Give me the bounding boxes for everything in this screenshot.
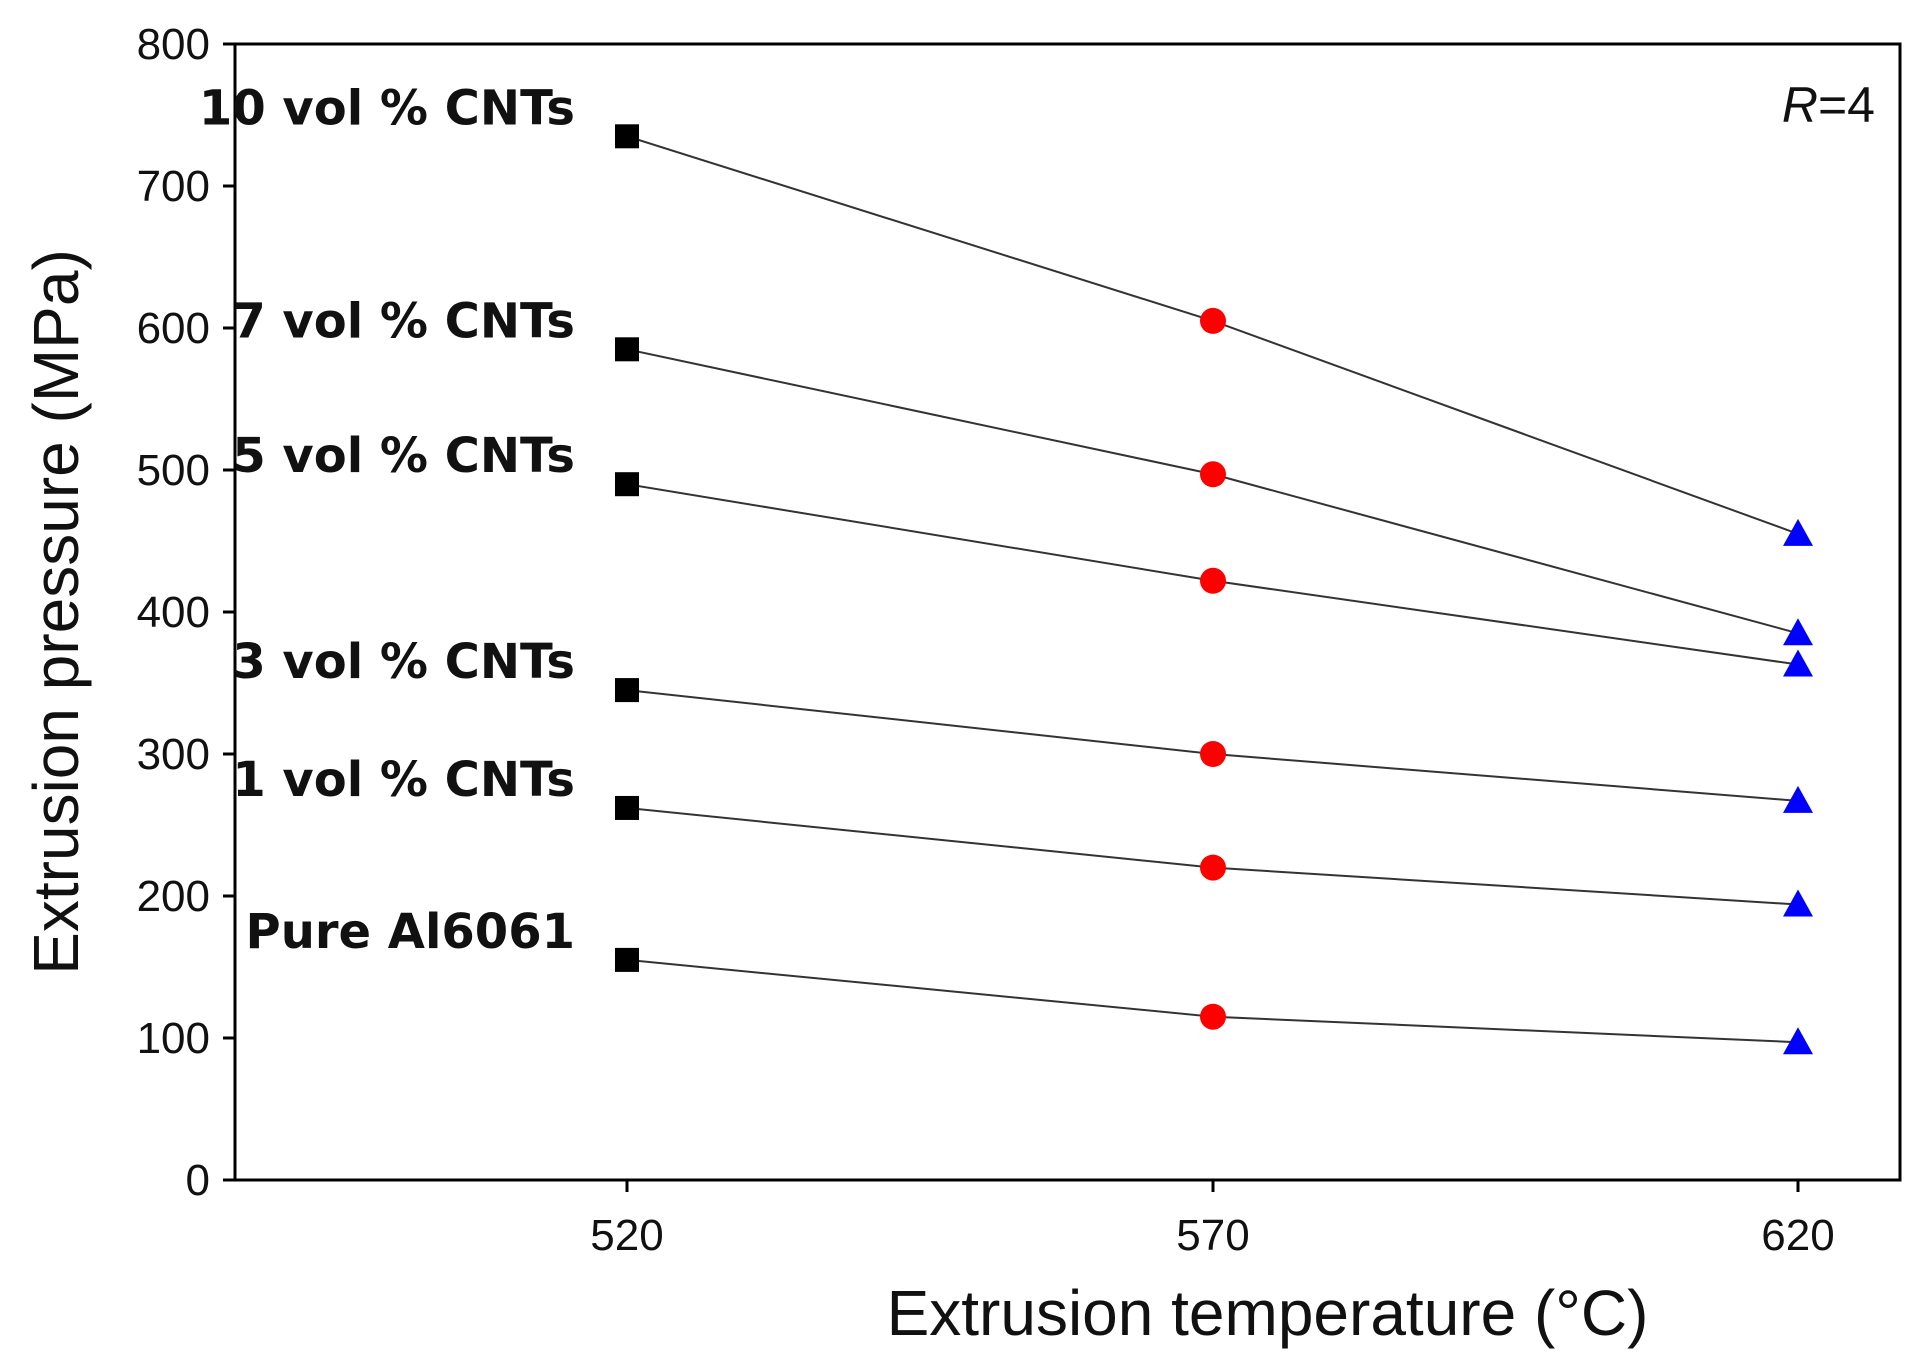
data-point-620 — [1783, 1027, 1813, 1055]
series-label: Pure Al6061 — [246, 904, 575, 960]
y-tick-label: 400 — [137, 588, 210, 637]
ratio-annotation-symbol: R — [1782, 77, 1818, 133]
data-point-520 — [615, 472, 639, 497]
y-tick-label: 700 — [137, 162, 210, 211]
x-axis-ticks: 520 570 620 — [590, 1180, 1835, 1260]
y-tick-label: 500 — [137, 446, 210, 495]
y-tick-label: 300 — [137, 730, 210, 779]
y-tick-label: 0 — [186, 1156, 210, 1205]
data-point-620 — [1783, 518, 1813, 546]
data-point-570 — [1200, 1003, 1226, 1030]
x-tick-label: 520 — [590, 1211, 663, 1260]
y-axis-title: Extrusion pressure (MPa) — [20, 249, 92, 975]
y-tick-label: 100 — [137, 1014, 210, 1063]
x-tick-label: 570 — [1176, 1211, 1249, 1260]
y-axis-ticks: 0 100 200 300 400 500 600 700 800 — [137, 20, 235, 1205]
data-point-520 — [615, 124, 639, 149]
x-tick-label: 620 — [1761, 1211, 1834, 1260]
ratio-annotation: R=4 — [1782, 77, 1875, 133]
y-tick-label: 200 — [137, 872, 210, 921]
data-point-570 — [1200, 307, 1226, 334]
series-labels: 10 vol % CNTs 7 vol % CNTs 5 vol % CNTs 3 v… — [199, 80, 575, 960]
series-label: 10 vol % CNTs — [199, 80, 575, 136]
data-point-520 — [615, 337, 639, 362]
series-label: 7 vol % CNTs — [232, 293, 575, 349]
data-point-570 — [1200, 461, 1226, 488]
series-label: 1 vol % CNTs — [232, 752, 575, 808]
data-point-520 — [615, 947, 639, 972]
y-tick-label: 800 — [137, 20, 210, 69]
data-point-570 — [1200, 567, 1226, 594]
data-point-620 — [1783, 889, 1813, 917]
series-label: 3 vol % CNTs — [232, 634, 575, 690]
data-point-620 — [1783, 785, 1813, 813]
data-point-520 — [615, 678, 639, 703]
data-point-570 — [1200, 854, 1226, 881]
ratio-annotation-value: =4 — [1818, 77, 1875, 133]
data-point-620 — [1783, 649, 1813, 677]
y-tick-label: 600 — [137, 304, 210, 353]
data-point-570 — [1200, 741, 1226, 767]
series-markers — [615, 124, 1813, 1055]
x-axis-title: Extrusion temperature (°C) — [887, 1277, 1649, 1349]
data-point-520 — [615, 795, 639, 820]
series-label: 5 vol % CNTs — [232, 428, 575, 484]
data-point-620 — [1783, 618, 1813, 646]
